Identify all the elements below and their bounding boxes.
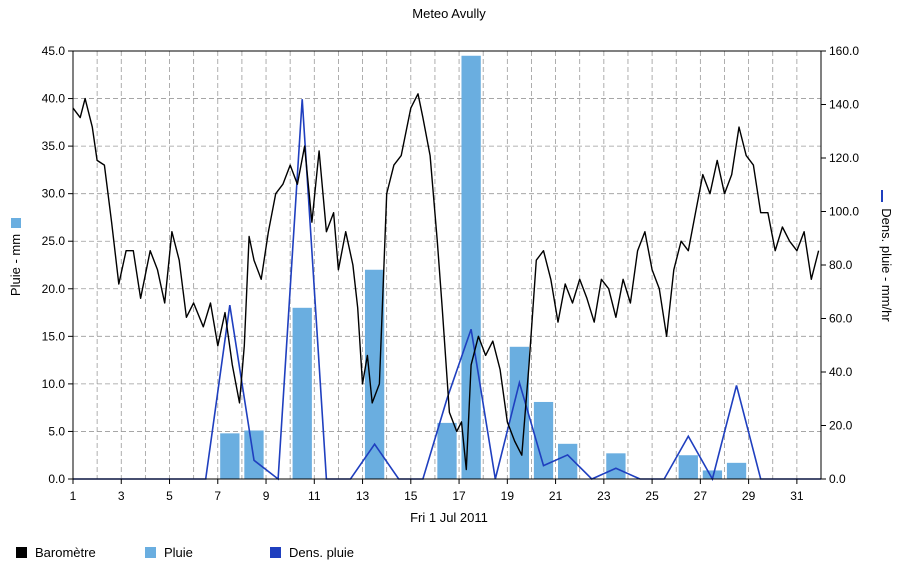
y-right-tick-label: 40.0 <box>829 365 853 379</box>
x-tick-label: 23 <box>597 489 611 503</box>
x-tick-label: 1 <box>70 489 77 503</box>
pluie-bar <box>702 470 723 479</box>
y-left-tick-label: 25.0 <box>42 234 66 248</box>
pluie-bars <box>220 55 747 479</box>
y-left-tick-label: 40.0 <box>42 92 66 106</box>
pluie-bar <box>461 55 481 479</box>
tick-labels: 1 3 5 7 9 11 13 15 17 19 21 23 25 27 29 310.05.010.015.… <box>42 44 860 503</box>
legend-label-barometre: Baromètre <box>35 544 96 560</box>
y-left-tick-label: 30.0 <box>42 187 66 201</box>
y-left-tick-label: 10.0 <box>42 377 66 391</box>
x-tick-label: 5 <box>166 489 173 503</box>
legend-label-dens-pluie: Dens. pluie <box>289 544 355 560</box>
x-tick-label: 11 <box>308 489 321 503</box>
y-left-tick-label: 45.0 <box>42 44 66 58</box>
barometre-line <box>72 93 820 471</box>
legend-item-pluie: Pluie <box>145 544 193 560</box>
x-tick-label: 21 <box>549 489 563 503</box>
x-tick-label: 17 <box>452 489 466 503</box>
x-tick-label: 13 <box>356 489 370 503</box>
y-right-tick-label: 0.0 <box>829 472 846 486</box>
y-left-tick-label: 35.0 <box>42 139 66 153</box>
legend-item-dens-pluie: Dens. pluie <box>270 544 354 560</box>
x-tick-label: 27 <box>694 489 708 503</box>
y-right-tick-label: 80.0 <box>829 258 853 272</box>
y-axis-right-swatch <box>881 190 883 202</box>
legend-item-barometre: Baromètre <box>16 544 96 560</box>
dens-pluie-line <box>73 99 821 482</box>
y-axis-label-left: Pluie - mm <box>8 234 23 296</box>
y-axis-left-swatch <box>11 218 21 228</box>
x-tick-label: 3 <box>118 489 125 503</box>
legend-swatch-barometre <box>16 546 27 558</box>
x-tick-label: 9 <box>263 489 270 503</box>
pluie-bar <box>220 433 240 479</box>
pluie-bar <box>509 346 530 479</box>
x-tick-label: 31 <box>790 489 804 503</box>
x-tick-label: 25 <box>645 489 659 503</box>
y-right-tick-label: 140.0 <box>829 98 859 112</box>
y-left-tick-label: 5.0 <box>48 424 65 438</box>
pluie-bar <box>292 307 312 479</box>
y-left-tick-label: 15.0 <box>42 329 66 343</box>
pluie-bar <box>244 430 264 479</box>
pluie-bar <box>533 401 554 479</box>
pluie-bar <box>726 462 747 479</box>
y-right-tick-label: 60.0 <box>829 312 853 326</box>
y-right-tick-label: 20.0 <box>829 419 853 433</box>
x-tick-label: 7 <box>214 489 221 503</box>
series-lines <box>72 93 821 482</box>
x-axis-label: Fri 1 Jul 2011 <box>410 510 488 525</box>
x-tick-label: 15 <box>404 489 418 503</box>
legend-swatch-pluie <box>145 546 156 558</box>
pluie-bar <box>437 422 457 479</box>
pluie-bar <box>364 269 385 479</box>
y-right-tick-label: 160.0 <box>829 44 859 58</box>
plot-frame <box>72 50 822 480</box>
pluie-bar <box>606 453 626 479</box>
pluie-bar <box>557 443 578 479</box>
y-left-tick-label: 20.0 <box>42 282 66 296</box>
x-tick-label: 29 <box>742 489 756 503</box>
legend: Baromètre Pluie Dens. pluie <box>0 536 900 572</box>
y-left-tick-label: 0.0 <box>48 472 65 486</box>
legend-label-pluie: Pluie <box>164 544 193 560</box>
pluie-bar <box>678 455 698 479</box>
chart-title: Meteo Avully <box>412 6 486 21</box>
x-tick-label: 19 <box>501 489 515 503</box>
y-right-tick-label: 100.0 <box>829 205 859 219</box>
axes <box>68 50 826 484</box>
grid <box>72 50 822 480</box>
y-axis-label-right: Dens. pluie - mm/hr <box>879 208 894 322</box>
legend-swatch-dens-pluie <box>270 546 281 558</box>
y-right-tick-label: 120.0 <box>829 151 859 165</box>
